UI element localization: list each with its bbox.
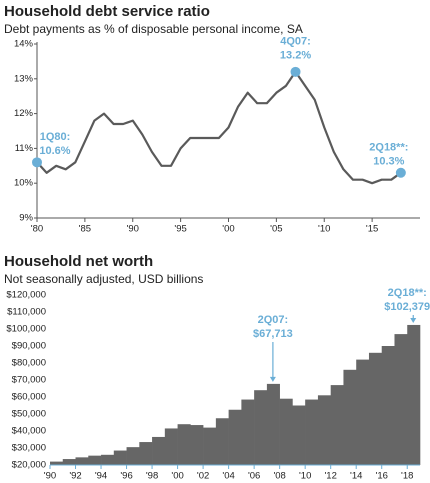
y-tick-label: $40,000 — [12, 426, 46, 437]
chart-subtitle: Not seasonally adjusted, USD billions — [4, 272, 203, 286]
x-tick-label: '02 — [197, 471, 209, 482]
x-tick-label: '05 — [270, 224, 282, 235]
highlight-point — [395, 167, 406, 178]
debt-ratio-line — [36, 70, 402, 185]
y-tick-label: $80,000 — [12, 358, 46, 369]
y-tick-label: 12% — [14, 108, 34, 119]
x-tick-label: '98 — [146, 471, 158, 482]
chart-subtitle: Debt payments as % of disposable persona… — [4, 22, 303, 36]
x-tick-label: '92 — [69, 471, 81, 482]
annotation-value: 10.3% — [373, 156, 404, 168]
y-tick-label: $60,000 — [12, 392, 46, 403]
net-worth-bar — [279, 398, 293, 465]
annotation-label: 1Q80: — [40, 131, 71, 143]
net-worth-bar — [330, 385, 344, 465]
net-worth-bar — [292, 405, 306, 465]
x-tick-label: '00 — [171, 471, 183, 482]
x-tick-label: '10 — [299, 471, 311, 482]
net-worth-bar — [177, 424, 191, 465]
net-worth-bar — [139, 442, 153, 465]
net-worth-bar — [101, 454, 115, 465]
net-worth-bar — [254, 390, 268, 465]
x-tick-label: '85 — [79, 224, 91, 235]
annotation-arrowhead — [269, 376, 276, 382]
y-tick-label: $70,000 — [12, 375, 46, 386]
y-tick-label: $110,000 — [7, 307, 46, 318]
annotation-label: 2Q18**: — [388, 287, 427, 299]
highlight-point — [32, 157, 42, 168]
y-tick-label: 9% — [19, 213, 33, 224]
x-tick-label: '90 — [44, 471, 56, 482]
net-worth-bar — [266, 383, 280, 465]
y-tick-label: $20,000 — [12, 460, 46, 471]
net-worth-bar — [62, 459, 76, 465]
y-tick-label: $90,000 — [12, 341, 46, 352]
y-tick-label: $30,000 — [12, 443, 46, 454]
net-worth-bar — [381, 346, 395, 465]
x-tick-label: '94 — [95, 471, 107, 482]
net-worth-bar — [203, 427, 217, 465]
highlight-point — [290, 66, 301, 77]
annotation-value: $67,713 — [253, 328, 293, 340]
x-tick-label: '10 — [318, 224, 330, 235]
annotation-value: 10.6% — [39, 145, 70, 157]
net-worth-bar — [190, 425, 204, 465]
net-worth-bar — [356, 359, 370, 465]
y-tick-label: 10% — [14, 178, 34, 189]
y-tick-label: 13% — [14, 73, 34, 84]
net-worth-bar — [152, 436, 166, 465]
annotation-label: 2Q18**: — [369, 142, 408, 154]
y-tick-label: $50,000 — [12, 409, 46, 420]
x-tick-label: '00 — [222, 224, 234, 235]
annotation-value: 13.2% — [280, 50, 311, 62]
net-worth-bar — [343, 369, 357, 465]
net-worth-bar — [50, 461, 64, 465]
x-tick-label: '96 — [120, 471, 132, 482]
net-worth-bar — [241, 399, 255, 465]
x-tick-label: '80 — [31, 224, 43, 235]
net-worth-bar — [113, 450, 127, 465]
net-worth-bar — [317, 395, 331, 465]
chart-title: Household debt service ratio — [4, 3, 210, 20]
x-tick-label: '18 — [401, 471, 413, 482]
x-tick-label: '90 — [127, 224, 139, 235]
net-worth-bar — [228, 409, 242, 465]
annotation-value: $102,379 — [384, 301, 430, 313]
y-tick-label: $100,000 — [6, 324, 46, 335]
x-tick-label: '04 — [222, 471, 234, 482]
x-tick-label: '06 — [248, 471, 260, 482]
net-worth-bar — [394, 334, 408, 465]
chart-title: Household net worth — [4, 253, 153, 270]
x-tick-label: '12 — [324, 471, 336, 482]
net-worth-bar — [75, 457, 89, 465]
net-worth-bar — [305, 399, 319, 465]
net-worth-bar — [215, 418, 229, 465]
net-worth-bar — [88, 455, 102, 465]
annotation-label: 2Q07: — [258, 314, 289, 326]
x-tick-label: '16 — [376, 471, 388, 482]
y-tick-label: 14% — [14, 39, 34, 50]
net-worth-bar — [126, 447, 140, 465]
x-tick-label: '14 — [350, 471, 362, 482]
y-tick-label: $120,000 — [6, 290, 46, 301]
net-worth-bar — [368, 352, 383, 465]
y-tick-label: 11% — [15, 143, 34, 154]
annotation-arrowhead — [410, 317, 417, 323]
annotation-label: 4Q07: — [280, 36, 311, 48]
net-worth-bar — [407, 324, 421, 465]
net-worth-bar — [164, 428, 178, 465]
x-tick-label: '08 — [273, 471, 285, 482]
x-tick-label: '15 — [366, 224, 378, 235]
x-tick-label: '95 — [174, 224, 186, 235]
